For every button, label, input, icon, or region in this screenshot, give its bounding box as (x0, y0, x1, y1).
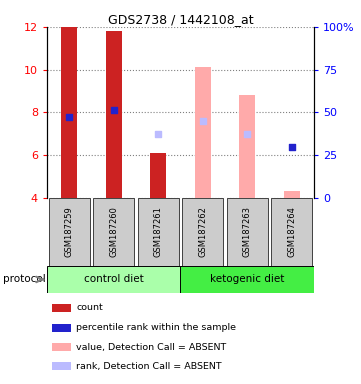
Bar (284, 191, 300, 198)
Text: GSM187261: GSM187261 (154, 207, 163, 257)
Bar (61, 27, 77, 198)
Bar (52, 304, 71, 312)
Bar (47, 266, 180, 293)
Bar (93, 198, 134, 266)
Bar (239, 95, 255, 198)
Bar (138, 198, 179, 266)
Text: ketogenic diet: ketogenic diet (210, 275, 284, 285)
Point (200, 118, 206, 124)
Bar (271, 198, 312, 266)
Point (155, 131, 161, 137)
Title: GDS2738 / 1442108_at: GDS2738 / 1442108_at (108, 13, 253, 26)
Bar (180, 266, 314, 293)
Text: percentile rank within the sample: percentile rank within the sample (76, 323, 236, 333)
Text: GSM187262: GSM187262 (198, 207, 207, 257)
Text: rank, Detection Call = ABSENT: rank, Detection Call = ABSENT (76, 362, 222, 371)
Text: GSM187264: GSM187264 (287, 207, 296, 257)
Bar (151, 153, 166, 198)
Bar (195, 68, 210, 198)
Bar (182, 198, 223, 266)
Bar (52, 343, 71, 351)
Text: count: count (76, 303, 103, 312)
Bar (52, 362, 71, 371)
Bar (52, 324, 71, 332)
Text: GSM187259: GSM187259 (65, 207, 74, 257)
Text: GSM187260: GSM187260 (109, 207, 118, 257)
Point (66, 114, 72, 120)
Point (289, 144, 295, 150)
Text: value, Detection Call = ABSENT: value, Detection Call = ABSENT (76, 343, 227, 352)
Text: protocol: protocol (3, 275, 46, 285)
Bar (106, 31, 122, 198)
Text: control diet: control diet (84, 275, 144, 285)
Bar (227, 198, 268, 266)
Bar (49, 198, 90, 266)
Text: GSM187263: GSM187263 (243, 207, 252, 258)
Point (111, 107, 117, 113)
Point (244, 131, 250, 137)
